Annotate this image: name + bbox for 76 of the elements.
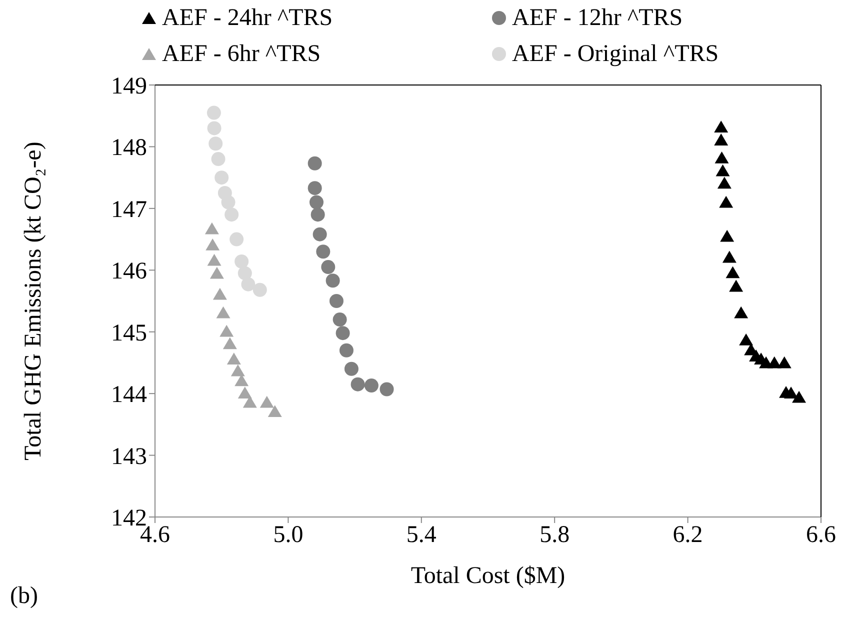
point <box>221 195 236 210</box>
point <box>719 196 734 208</box>
point <box>224 208 239 222</box>
x-tick-label: 6.6 <box>806 522 836 548</box>
point <box>234 374 249 386</box>
point <box>210 266 224 279</box>
x-tick-label: 6.2 <box>672 522 703 548</box>
legend-label: AEF - 6hr ^TRS <box>162 40 321 68</box>
point <box>364 378 378 393</box>
point <box>206 238 220 250</box>
point <box>212 288 227 300</box>
point <box>792 390 806 403</box>
point <box>344 362 358 376</box>
point <box>238 266 252 280</box>
point <box>321 260 336 274</box>
point <box>717 176 732 189</box>
legend-label: AEF - 12hr ^TRS <box>512 4 683 32</box>
point <box>207 121 222 136</box>
point <box>310 208 325 222</box>
point <box>308 181 322 196</box>
y-tick-label: 148 <box>111 135 147 162</box>
point <box>784 386 798 398</box>
point <box>241 277 256 292</box>
point <box>329 294 344 308</box>
point <box>714 120 728 132</box>
point <box>339 343 354 358</box>
point <box>714 134 728 146</box>
y-tick-label: 149 <box>111 74 147 100</box>
y-tick-label: 146 <box>111 258 147 285</box>
point <box>312 227 327 242</box>
point <box>230 364 245 376</box>
point <box>720 230 734 242</box>
point <box>211 152 226 166</box>
point <box>777 356 792 368</box>
y-tick-label: 144 <box>111 382 147 408</box>
panel-label: (b) <box>10 583 38 610</box>
point <box>216 306 230 318</box>
point <box>714 151 729 164</box>
legend-label: AEF - Original ^TRS <box>512 40 719 68</box>
point <box>238 386 252 398</box>
point <box>336 326 350 340</box>
point <box>206 106 221 120</box>
point <box>350 377 365 392</box>
point <box>310 195 324 210</box>
legend-label: AEF - 24hr ^TRS <box>162 4 333 32</box>
y-axis-title: Total GHG Emissions (kt CO₂-e) <box>20 142 47 460</box>
point <box>222 337 237 350</box>
point <box>729 280 744 292</box>
point <box>326 274 340 288</box>
x-tick-label: 5.4 <box>406 522 436 548</box>
point <box>380 382 394 396</box>
point <box>226 352 241 365</box>
point <box>220 324 234 337</box>
point <box>722 250 736 263</box>
point <box>332 312 347 327</box>
x-tick-label: 5.0 <box>273 522 304 548</box>
point <box>252 282 267 297</box>
x-tick-label: 5.8 <box>540 522 570 548</box>
y-tick-label: 143 <box>111 444 147 470</box>
x-axis-title: Total Cost ($M) <box>410 563 566 589</box>
point <box>207 254 222 266</box>
point <box>234 254 249 269</box>
point <box>268 405 282 417</box>
point <box>230 232 244 246</box>
y-tick-label: 147 <box>111 196 147 223</box>
point <box>726 266 740 278</box>
y-tick-label: 145 <box>111 320 147 346</box>
point <box>214 170 229 185</box>
point <box>204 222 219 234</box>
point <box>308 156 322 170</box>
point <box>739 333 754 346</box>
point <box>716 164 730 176</box>
point <box>316 244 330 259</box>
point <box>208 136 223 151</box>
point <box>734 306 748 318</box>
point <box>260 396 274 408</box>
